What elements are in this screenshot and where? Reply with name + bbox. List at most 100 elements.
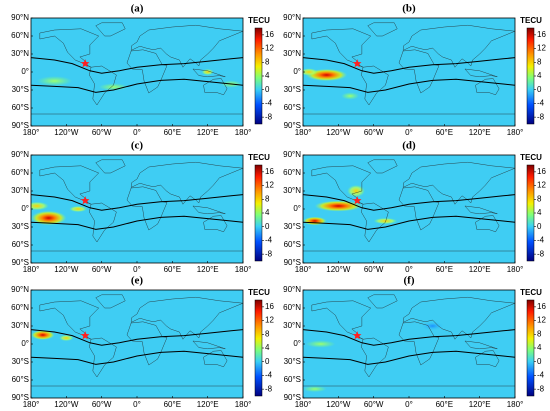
colorbar-tick-label: 0 — [537, 85, 542, 94]
coastline — [311, 165, 372, 205]
lon-tick-label: 120°E — [197, 265, 219, 274]
lat-tick-label: 30°S — [284, 85, 301, 94]
lat-tick-label: 60°S — [284, 103, 301, 112]
lat-tick-label: 60°N — [11, 31, 29, 40]
magnetic-latitude-line — [31, 350, 243, 365]
coastline — [126, 186, 168, 231]
colorbar-tick-label: -8 — [265, 249, 273, 258]
lat-tick-label: 90°N — [283, 285, 301, 294]
lat-tick-label: 90°S — [12, 258, 29, 267]
coastline — [39, 165, 100, 205]
colorbar — [526, 164, 535, 262]
lon-tick-label: 180° — [507, 400, 524, 409]
coastline — [89, 65, 117, 106]
panel-title: (b) — [402, 3, 416, 15]
map-area — [303, 18, 515, 126]
colorbar-tick-label: 8 — [265, 57, 270, 66]
coastline — [398, 186, 440, 231]
colorbar-tick-label: 4 — [265, 343, 270, 352]
coastline — [89, 337, 117, 378]
tec-anomaly — [31, 210, 67, 226]
lon-tick-label: 120°W — [326, 265, 351, 274]
lat-tick-label: 30°S — [12, 85, 29, 94]
lat-tick-label: 60°S — [284, 375, 301, 384]
magnetic-latitude-line — [31, 194, 243, 211]
coastline — [475, 78, 500, 96]
lon-tick-label: 60°W — [364, 128, 384, 137]
colorbar-title: TECU — [520, 16, 542, 25]
map-area — [31, 18, 243, 126]
lon-tick-label: 120°W — [54, 400, 79, 409]
lon-tick-label: 60°E — [164, 265, 181, 274]
coastline — [361, 65, 389, 106]
colorbar-title: TECU — [520, 288, 542, 297]
colorbar-tick-label: -4 — [265, 371, 273, 380]
colorbar-tick-label: -4 — [537, 371, 545, 380]
panel-title: (f) — [404, 275, 415, 287]
colorbar-tick-label: -4 — [265, 99, 273, 108]
lat-tick-label: 60°S — [12, 240, 29, 249]
map-area — [303, 290, 515, 398]
lon-tick-label: 120°W — [326, 400, 351, 409]
lon-tick-label: 180° — [23, 128, 40, 137]
colorbar-tick-label: 12 — [265, 44, 274, 53]
coastline — [367, 159, 398, 174]
lon-tick-label: 120°W — [54, 128, 79, 137]
lat-tick-label: 90°S — [12, 121, 29, 130]
colorbar — [254, 299, 263, 397]
magnetic-latitude-line — [31, 215, 243, 230]
lat-tick-label: 0° — [21, 204, 29, 213]
colorbar-tick-label: 4 — [537, 208, 542, 217]
lon-tick-label: 120°E — [469, 265, 491, 274]
lat-tick-label: 90°S — [284, 258, 301, 267]
lat-tick-label: 30°N — [11, 186, 29, 195]
lat-tick-label: 90°S — [284, 393, 301, 402]
lon-tick-label: 180° — [295, 128, 312, 137]
colorbar-tick-label: 16 — [537, 30, 546, 39]
map-area — [31, 290, 243, 398]
coastline — [126, 49, 168, 94]
colorbar-tick-label: 8 — [537, 194, 542, 203]
coastline — [361, 337, 389, 378]
lat-tick-label: 0° — [293, 204, 301, 213]
magnetic-latitude-line — [303, 215, 515, 230]
tec-anomaly — [31, 201, 49, 211]
lat-tick-label: 30°N — [283, 321, 301, 330]
coastline — [39, 28, 100, 68]
colorbar-tick-label: 8 — [265, 194, 270, 203]
map-background — [31, 155, 243, 263]
colorbar-title: TECU — [248, 153, 270, 162]
tec-anomaly — [69, 206, 87, 212]
lat-tick-label: 30°N — [11, 49, 29, 58]
coastline — [39, 300, 100, 340]
lat-tick-label: 60°N — [11, 168, 29, 177]
magnetic-latitude-line — [31, 57, 243, 74]
lat-tick-label: 0° — [293, 67, 301, 76]
colorbar-tick-label: -8 — [537, 249, 545, 258]
lat-tick-label: 30°S — [284, 222, 301, 231]
coastline — [361, 202, 389, 243]
lon-tick-label: 60°W — [92, 128, 112, 137]
map-background — [303, 290, 515, 398]
map-area — [31, 155, 243, 263]
coastline — [203, 350, 228, 368]
tec-anomaly — [373, 218, 398, 224]
lon-tick-label: 0° — [405, 128, 413, 137]
magnetic-latitude-line — [31, 78, 243, 93]
magnetic-latitude-line — [303, 57, 515, 74]
colorbar-tick-label: 4 — [265, 208, 270, 217]
lon-tick-label: 180° — [235, 128, 252, 137]
panel-title: (d) — [402, 140, 416, 152]
tec-anomaly — [31, 330, 55, 340]
lon-tick-label: 180° — [507, 128, 524, 137]
coastline — [398, 321, 440, 366]
lon-tick-label: 60°E — [436, 128, 453, 137]
colorbar-tick-label: -8 — [537, 112, 545, 121]
lon-tick-label: 180° — [23, 265, 40, 274]
tec-anomaly — [420, 321, 445, 331]
lon-tick-label: 120°E — [469, 128, 491, 137]
coastline — [402, 161, 515, 205]
tec-anomaly — [305, 340, 336, 348]
magnetic-latitude-line — [31, 329, 243, 346]
lon-tick-label: 60°W — [364, 265, 384, 274]
